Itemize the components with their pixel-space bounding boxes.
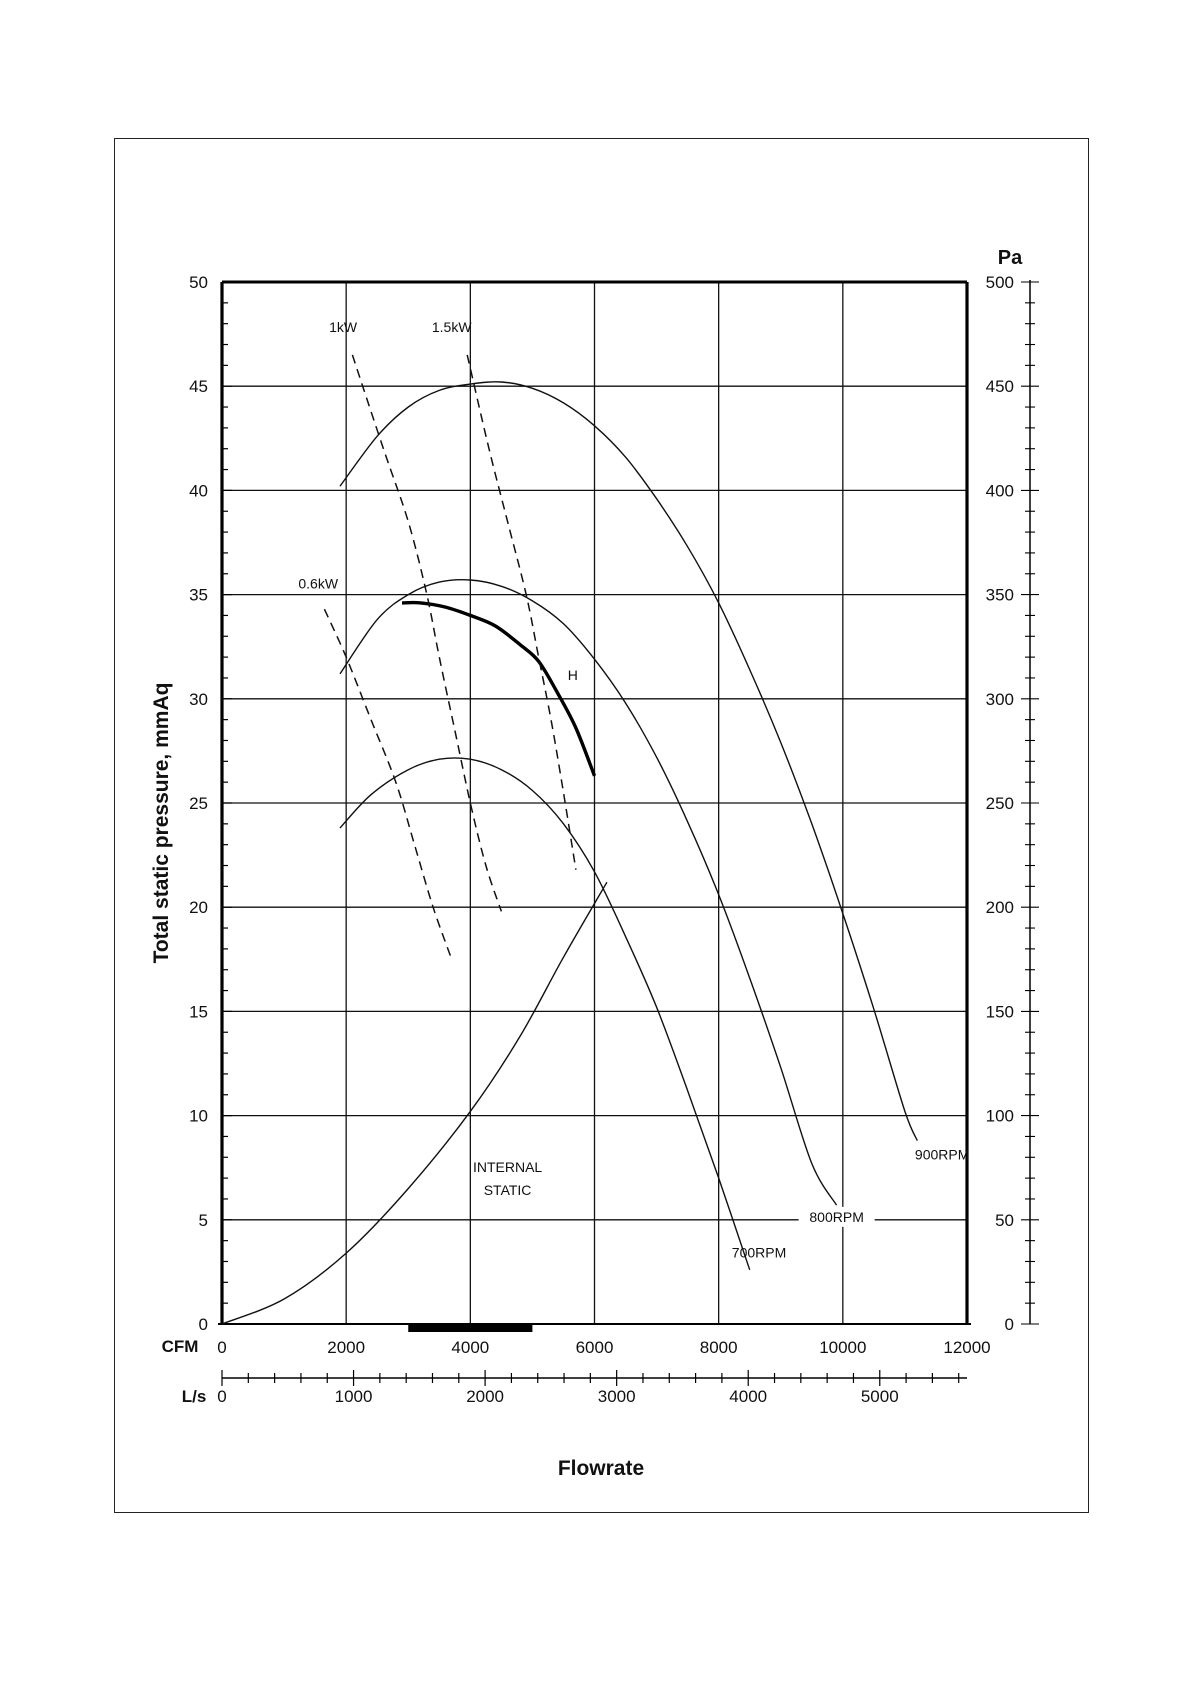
cfm-unit-label: CFM <box>162 1337 199 1356</box>
y2-unit-label: Pa <box>998 247 1023 269</box>
y-tick-label: 30 <box>189 690 208 709</box>
grid-layer <box>222 281 967 1325</box>
pa-tick-label: 450 <box>986 377 1014 396</box>
label-layer: 0.6kW 1kW 1.5kW H INTERNAL STATIC 700RPM 800RPM… <box>298 319 969 1260</box>
pa-tick-label: 50 <box>995 1211 1014 1230</box>
ls-tick-label: 2000 <box>466 1387 504 1406</box>
axis-layer: 0510152025303540455005010015020025030035… <box>189 273 1039 1406</box>
series-900rpm-line <box>339 381 918 1141</box>
annotation-700rpm: 700RPM <box>732 1244 786 1260</box>
series-1kw-line <box>351 354 503 912</box>
x-axis-title: Flowrate <box>558 1457 644 1480</box>
cfm-tick-label: 12000 <box>943 1338 990 1357</box>
series-700rpm-line <box>339 757 751 1271</box>
pa-tick-label: 0 <box>1005 1315 1014 1334</box>
highlight-range-bar <box>408 1324 533 1332</box>
pa-tick-label: 500 <box>986 273 1014 292</box>
ls-tick-label: 0 <box>217 1387 226 1406</box>
cfm-tick-label: 0 <box>217 1338 226 1357</box>
y-tick-label: 50 <box>189 273 208 292</box>
annotation-1kw: 1kW <box>329 319 358 335</box>
annotation-h: H <box>568 667 578 683</box>
ls-unit-label: L/s <box>182 1387 207 1406</box>
ls-tick-label: 3000 <box>598 1387 636 1406</box>
series-800rpm-line <box>339 578 838 1206</box>
annotation-static: STATIC <box>484 1182 532 1198</box>
annotation-internal: INTERNAL <box>473 1159 542 1175</box>
cfm-tick-label: 4000 <box>451 1338 489 1357</box>
pa-tick-label: 350 <box>986 586 1014 605</box>
pa-tick-label: 400 <box>986 481 1014 500</box>
pa-tick-label: 200 <box>986 898 1014 917</box>
series-layer <box>221 354 918 1325</box>
cfm-tick-label: 6000 <box>576 1338 614 1357</box>
annotation-1-5kw: 1.5kW <box>432 319 472 335</box>
y-axis-title: Total static pressure, mmAq <box>150 683 173 964</box>
cfm-tick-label: 10000 <box>819 1338 866 1357</box>
annotation-0-6kw: 0.6kW <box>298 575 338 591</box>
cfm-tick-label: 2000 <box>327 1338 365 1357</box>
series-internal-static-line <box>221 881 608 1325</box>
series-h-line <box>401 600 597 777</box>
y-tick-label: 45 <box>189 377 208 396</box>
series-1-5kw-line <box>466 354 577 870</box>
series-0-6kw-line <box>323 608 453 960</box>
ls-tick-label: 1000 <box>335 1387 373 1406</box>
pa-tick-label: 150 <box>986 1002 1014 1021</box>
y-tick-label: 20 <box>189 898 208 917</box>
page-frame <box>114 138 1089 1513</box>
y-tick-label: 25 <box>189 794 208 813</box>
pa-tick-label: 250 <box>986 794 1014 813</box>
y-tick-label: 10 <box>189 1107 208 1126</box>
ls-tick-label: 4000 <box>729 1387 767 1406</box>
cfm-tick-label: 8000 <box>700 1338 738 1357</box>
annotation-900rpm: 900RPM <box>915 1146 969 1162</box>
ls-tick-label: 5000 <box>861 1387 899 1406</box>
annotation-800rpm: 800RPM <box>809 1209 863 1225</box>
label-background <box>798 1206 875 1227</box>
y-tick-label: 0 <box>199 1315 208 1334</box>
y-tick-label: 15 <box>189 1002 208 1021</box>
pa-tick-label: 100 <box>986 1107 1014 1126</box>
y-tick-label: 35 <box>189 586 208 605</box>
y-tick-label: 40 <box>189 481 208 500</box>
y-tick-label: 5 <box>199 1211 208 1230</box>
pa-tick-label: 300 <box>986 690 1014 709</box>
